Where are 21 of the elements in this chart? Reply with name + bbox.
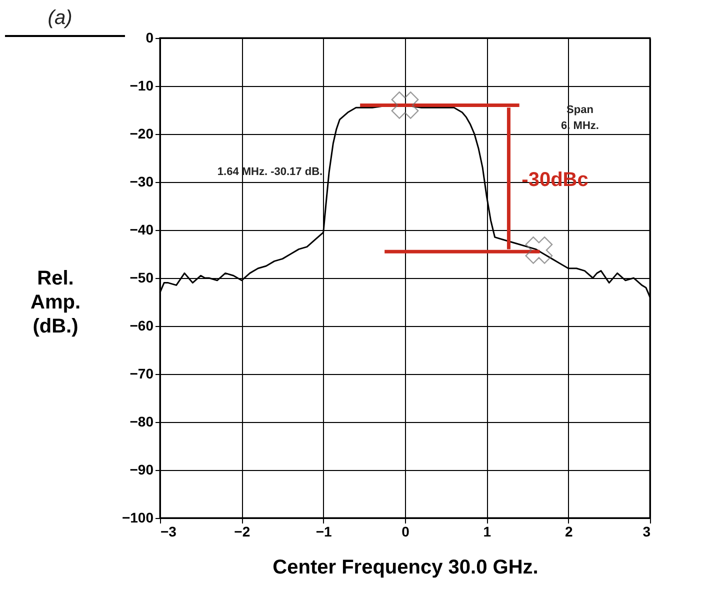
x-tick-label: 1: [483, 524, 492, 540]
x-axis-title: Center Frequency 30.0 GHz.: [272, 556, 538, 578]
x-tick-label: 3: [642, 524, 651, 540]
y-tick-label: 0: [146, 30, 154, 46]
y-tick-label: −30: [130, 174, 154, 190]
y-tick-label: −10: [130, 78, 154, 94]
x-tick-label: −2: [234, 524, 250, 540]
y-tick-label: −90: [130, 462, 154, 478]
y-tick-label: −60: [130, 318, 154, 334]
y-tick-label: −50: [130, 270, 154, 286]
x-tick-label: −1: [316, 524, 332, 540]
y-tick-label: −80: [130, 414, 154, 430]
x-tick-label: −3: [160, 524, 177, 540]
y-tick-label: −70: [130, 366, 154, 382]
y-axis-title: Rel. Amp. (dB.): [30, 268, 80, 338]
x-tick-label: 0: [402, 524, 410, 540]
y-tick-label: −20: [130, 126, 154, 142]
y-tick-label: −100: [122, 510, 154, 526]
x-tick-label: 2: [564, 524, 573, 540]
y-tick-label: −40: [130, 222, 154, 238]
text: (a): [48, 7, 72, 29]
